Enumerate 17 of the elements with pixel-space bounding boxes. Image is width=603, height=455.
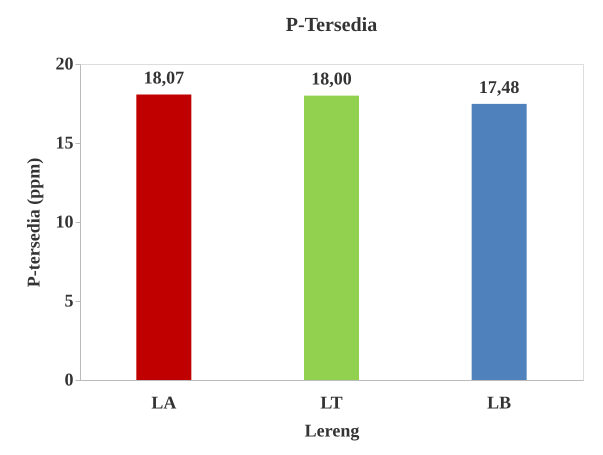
y-axis-title: P-tersedia (ppm) <box>24 158 44 288</box>
y-tick-label: 5 <box>64 290 74 310</box>
bar <box>136 94 192 380</box>
y-tick-label: 20 <box>56 54 74 74</box>
data-label: 17,48 <box>478 76 520 97</box>
chart-title: P-Tersedia <box>286 14 378 36</box>
y-tick-label: 0 <box>64 370 74 390</box>
data-label: 18,07 <box>144 67 184 88</box>
x-tick-label: LB <box>487 392 512 412</box>
data-label: 18,00 <box>311 68 352 89</box>
bar <box>304 96 359 380</box>
x-tick-label: LT <box>320 392 343 412</box>
x-tick-label: LA <box>151 392 176 412</box>
bar <box>472 104 527 380</box>
x-axis-title: Lereng <box>304 420 360 440</box>
y-tick-label: 10 <box>56 212 74 232</box>
y-tick-label: 15 <box>56 132 74 152</box>
